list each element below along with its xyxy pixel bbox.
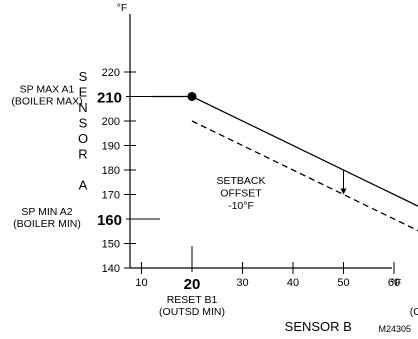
- reset-curve-line: [151, 95, 418, 207]
- curve-point-marker: [187, 92, 197, 101]
- x-tick-label: 10: [135, 277, 147, 289]
- y-axis-title-letter: S: [79, 69, 88, 84]
- x-tick-label: 60: [388, 277, 400, 289]
- y-axis-title-letter: A: [79, 178, 88, 193]
- axes: °F °F: [117, 2, 402, 289]
- y-tick-label: 200: [102, 116, 120, 128]
- figure-code: M24305: [378, 324, 411, 334]
- y-annotation-line2: (BOILER MIN): [13, 218, 81, 230]
- y-annotation-line1: SP MIN A2: [21, 206, 72, 218]
- y-axis-title-letter: R: [78, 147, 87, 162]
- x-tick-label: 30: [236, 277, 248, 289]
- setback-curve-line: [191, 120, 418, 232]
- setback-label-line: -10°F: [228, 200, 254, 212]
- setback-arrow-head: [340, 188, 347, 195]
- y-tick-label-bold: 160: [97, 212, 122, 229]
- setback-label-line: OFFSET: [220, 188, 262, 200]
- y-tick-label: 150: [102, 239, 120, 251]
- x-axis-title: SENSOR B: [285, 319, 352, 334]
- x-tick-label: 50: [337, 277, 349, 289]
- x-annotation-line2: (OUTSD MIN): [159, 306, 225, 318]
- y-axis-title-letter: N: [78, 100, 87, 115]
- y-tick-label: 180: [102, 165, 120, 177]
- x-tick-label: 40: [287, 277, 299, 289]
- x-unit-label: °F: [391, 277, 402, 289]
- x-ticks: 1020304050607080: [135, 246, 400, 293]
- x-tick-label-bold: 20: [184, 276, 201, 293]
- x-annotation-line2: (OUTSD MAX): [410, 306, 418, 318]
- y-ticks: 140 150 160 170 180 190 200 210 220: [97, 67, 160, 275]
- annotations: SP MAX A1(BOILER MAX) SP MIN A2(BOILER MI…: [11, 69, 418, 334]
- y-tick-label: 170: [102, 190, 120, 202]
- y-axis-title-letter: E: [79, 85, 88, 100]
- y-tick-label-bold: 210: [97, 90, 122, 107]
- setback-label-line: SETBACK: [216, 175, 265, 187]
- series-group: [151, 92, 418, 232]
- y-annotation-line2: (BOILER MAX): [11, 96, 82, 108]
- y-tick-label: 140: [102, 263, 120, 275]
- y-annotation-line1: SP MAX A1: [20, 84, 75, 96]
- y-tick-label: 190: [102, 141, 120, 153]
- y-unit-label: °F: [117, 2, 128, 14]
- y-axis-title-letter: S: [79, 116, 88, 131]
- y-tick-label: 220: [102, 67, 120, 79]
- y-axis-title-letter: O: [78, 131, 88, 146]
- x-annotation-line1: RESET B1: [167, 294, 218, 306]
